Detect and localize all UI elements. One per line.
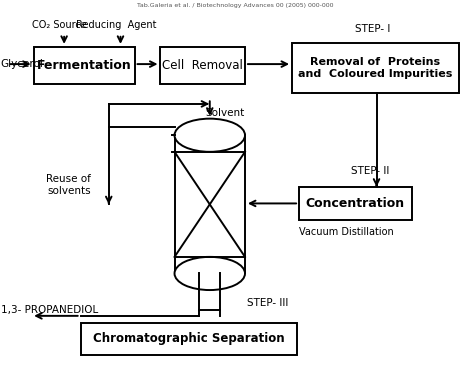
Text: Solvent: Solvent (205, 108, 244, 118)
FancyBboxPatch shape (34, 47, 135, 84)
Text: 1,3- PROPANEDIOL: 1,3- PROPANEDIOL (0, 305, 98, 314)
FancyBboxPatch shape (299, 187, 412, 220)
FancyBboxPatch shape (160, 47, 245, 84)
Text: Removal of  Proteins
and  Coloured Impurities: Removal of Proteins and Coloured Impurit… (298, 57, 453, 79)
Text: Reuse of
solvents: Reuse of solvents (46, 174, 91, 196)
Text: Chromatographic Separation: Chromatographic Separation (93, 332, 284, 346)
Text: Vacuum Distillation: Vacuum Distillation (299, 227, 394, 237)
FancyBboxPatch shape (81, 323, 297, 354)
Text: Concentration: Concentration (306, 197, 405, 210)
Text: Cell  Removal: Cell Removal (162, 59, 243, 72)
Text: Tab.Galeria et al. / Biotechnology Advances 00 (2005) 000-000: Tab.Galeria et al. / Biotechnology Advan… (137, 3, 334, 7)
Text: STEP- I: STEP- I (356, 24, 391, 34)
Ellipse shape (174, 119, 245, 152)
Ellipse shape (174, 257, 245, 290)
Text: STEP- II: STEP- II (351, 166, 389, 176)
Text: STEP- III: STEP- III (247, 299, 289, 309)
Text: CO₂ Source: CO₂ Source (32, 20, 87, 30)
Text: Reducing  Agent: Reducing Agent (75, 20, 156, 30)
Text: Glycerol: Glycerol (0, 59, 44, 69)
Text: Fermentation: Fermentation (36, 59, 131, 72)
FancyBboxPatch shape (292, 43, 459, 93)
